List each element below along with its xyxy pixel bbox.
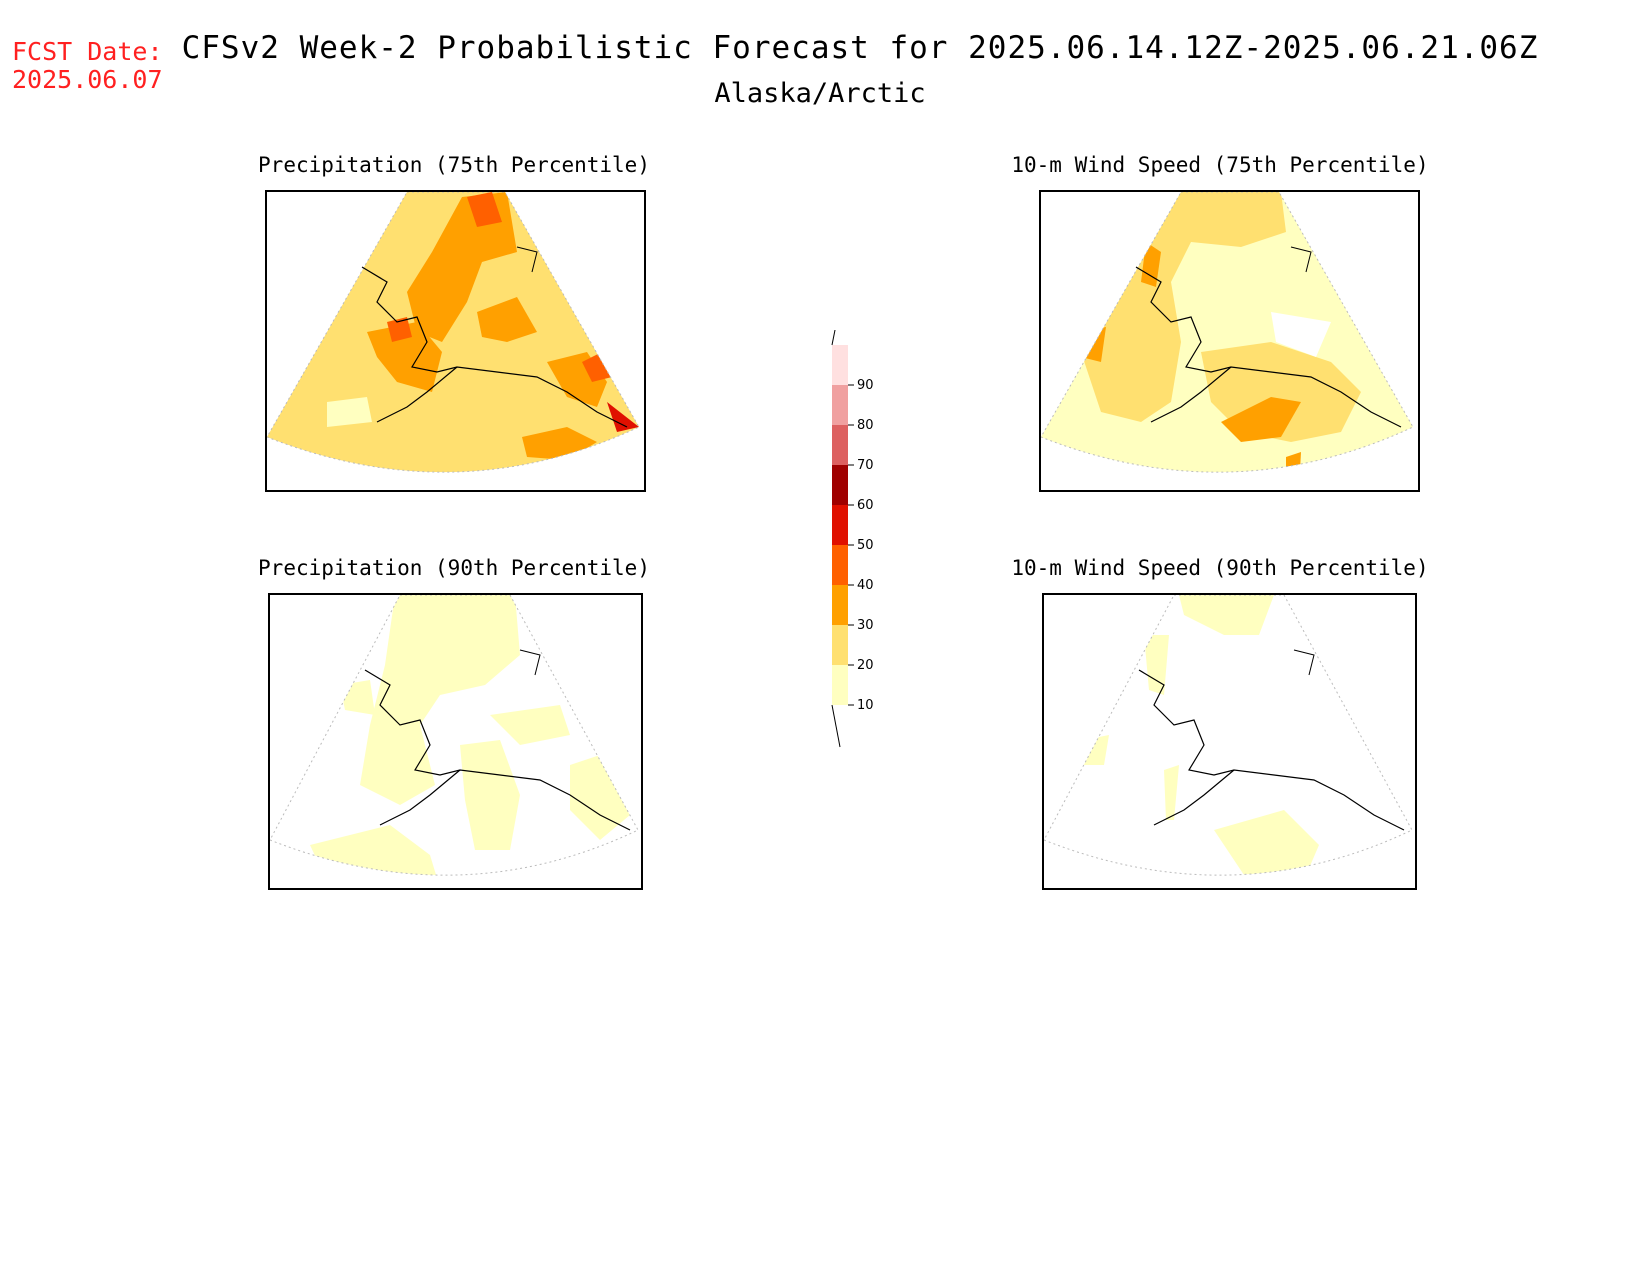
- colorbar-legend: 10 20 30 40 50 60 70 80 90: [820, 304, 900, 750]
- fcst-label-text: FCST Date:: [12, 37, 163, 66]
- colorbar-swatch-50: [832, 505, 848, 545]
- colorbar-swatch-80: [832, 385, 848, 425]
- colorbar-lower-arrow: [831, 704, 841, 748]
- colorbar-label-90: 90: [857, 378, 874, 393]
- forecast-date-label: FCST Date: 2025.06.07: [12, 38, 163, 94]
- colorbar-label-80: 80: [857, 418, 874, 433]
- colorbar-label-60: 60: [857, 498, 874, 513]
- panel-title-precip-75: Precipitation (75th Percentile): [258, 153, 650, 177]
- colorbar-upper-arrow: [831, 304, 841, 346]
- colorbar-swatch-90: [832, 345, 848, 385]
- map-wind-75: [1041, 192, 1414, 473]
- colorbar-label-50: 50: [857, 538, 874, 553]
- colorbar-swatch-60: [832, 465, 848, 505]
- colorbar-label-10: 10: [857, 698, 874, 713]
- map-precip-75: [267, 192, 640, 473]
- fcst-date-value: 2025.06.07: [12, 65, 163, 94]
- colorbar-swatch-70: [832, 425, 848, 465]
- region-subtitle: Alaska/Arctic: [714, 78, 926, 109]
- colorbar-swatch-10: [832, 665, 848, 705]
- colorbar-swatch-20: [832, 625, 848, 665]
- panel-title-precip-90: Precipitation (90th Percentile): [258, 556, 650, 580]
- map-panel-precip-90: [268, 593, 643, 890]
- map-wind-90: [1044, 595, 1413, 876]
- map-precip-90: [270, 595, 639, 876]
- map-panel-precip-75: [265, 190, 646, 492]
- panel-title-wind-90: 10-m Wind Speed (90th Percentile): [1011, 556, 1429, 580]
- colorbar-svg: 10 20 30 40 50 60 70 80 90: [831, 304, 874, 748]
- map-panel-wind-75: [1039, 190, 1420, 492]
- page-title: CFSv2 Week-2 Probabilistic Forecast for …: [181, 30, 1539, 66]
- colorbar-label-30: 30: [857, 618, 874, 633]
- colorbar-label-70: 70: [857, 458, 874, 473]
- colorbar-label-20: 20: [857, 658, 874, 673]
- map-panel-wind-90: [1042, 593, 1417, 890]
- colorbar-swatch-40: [832, 545, 848, 585]
- colorbar-label-40: 40: [857, 578, 874, 593]
- colorbar-swatch-30: [832, 585, 848, 625]
- panel-title-wind-75: 10-m Wind Speed (75th Percentile): [1011, 153, 1429, 177]
